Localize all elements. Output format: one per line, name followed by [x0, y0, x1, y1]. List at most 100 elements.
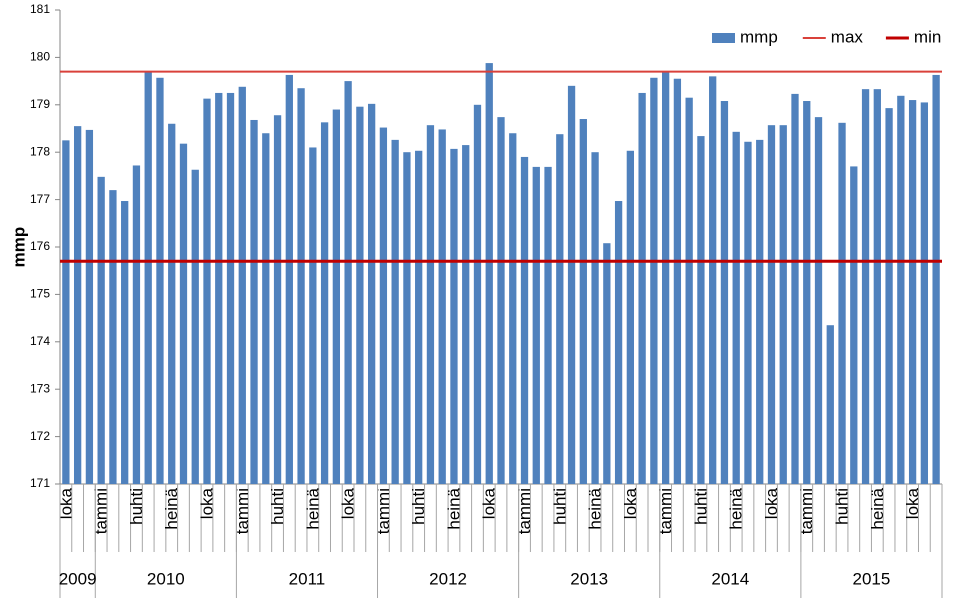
x-tick-label: heinä: [303, 487, 322, 529]
bar: [168, 123, 176, 484]
bar: [532, 166, 540, 485]
x-tick-label: loka: [621, 487, 640, 519]
y-tick-label: 175: [30, 287, 50, 301]
x-tick-label: huhti: [550, 488, 569, 525]
bar: [591, 152, 599, 484]
y-tick-label: 178: [30, 144, 50, 158]
bar: [697, 136, 705, 485]
bar: [897, 95, 905, 484]
x-tick-label: tammi: [656, 488, 675, 534]
y-tick-label: 171: [30, 476, 50, 490]
legend-label: min: [914, 27, 941, 46]
x-tick-label: loka: [762, 487, 781, 519]
legend-swatch: [712, 33, 735, 43]
y-tick-label: 177: [30, 192, 50, 206]
bar: [121, 201, 129, 484]
x-tick-label: loka: [480, 487, 499, 519]
legend-label: mmp: [740, 27, 778, 46]
y-tick-label: 181: [30, 2, 50, 16]
bar: [344, 81, 352, 484]
x-tick-label: tammi: [233, 488, 252, 534]
bar: [567, 85, 576, 484]
x-group-label: 2013: [570, 569, 608, 588]
bar: [767, 125, 776, 484]
x-tick-label: heinä: [162, 487, 181, 529]
x-group-label: 2012: [429, 569, 467, 588]
bar: [544, 166, 552, 485]
bar: [838, 122, 846, 484]
bar: [661, 71, 670, 485]
bar: [744, 141, 752, 484]
bar: [814, 117, 823, 485]
bar: [497, 117, 505, 485]
bar: [144, 71, 152, 485]
bar: [650, 77, 658, 485]
bar: [614, 201, 623, 484]
bar: [215, 92, 223, 484]
y-tick-label: 173: [30, 381, 50, 395]
bar: [226, 92, 235, 484]
x-tick-label: huhti: [833, 488, 852, 525]
bar: [285, 74, 293, 485]
x-tick-label: huhti: [127, 488, 146, 525]
x-tick-label: huhti: [691, 488, 710, 525]
x-group-label: 2015: [853, 569, 891, 588]
bar: [685, 97, 693, 484]
bar: [462, 145, 470, 484]
bar: [791, 93, 799, 484]
bar: [262, 133, 270, 485]
bar: [861, 89, 870, 485]
y-tick-label: 172: [30, 429, 50, 443]
bar: [579, 119, 587, 485]
bar: [391, 139, 399, 484]
bar: [450, 148, 458, 484]
x-tick-label: loka: [903, 487, 922, 519]
bar: [238, 86, 246, 485]
bar: [273, 115, 282, 484]
bar: [920, 102, 929, 485]
x-tick-label: huhti: [268, 488, 287, 525]
bar: [332, 109, 341, 484]
bar: [179, 143, 188, 484]
y-tick-label: 179: [30, 97, 50, 111]
bar: [132, 165, 141, 485]
bar: [509, 133, 517, 485]
bar: [756, 139, 764, 484]
bar: [250, 119, 258, 484]
x-tick-label: heinä: [444, 487, 463, 529]
bar: [62, 140, 70, 484]
bar: [732, 131, 740, 484]
bar: [415, 150, 423, 484]
x-tick-label: huhti: [409, 488, 428, 525]
bar: [403, 152, 411, 484]
bar: [320, 122, 329, 484]
x-tick-label: tammi: [797, 488, 816, 534]
bar: [203, 98, 211, 484]
bar: [826, 325, 834, 484]
bar: [520, 156, 529, 484]
bar: [156, 77, 164, 485]
bar: [109, 190, 117, 484]
x-tick-label: loka: [339, 487, 358, 519]
bar: [309, 147, 317, 484]
bar: [426, 125, 435, 484]
bar: [473, 104, 482, 485]
bar: [73, 126, 82, 484]
bar: [779, 125, 787, 484]
bar: [908, 100, 917, 484]
bar: [638, 92, 646, 484]
y-tick-label: 174: [30, 334, 50, 348]
x-tick-label: heinä: [586, 487, 605, 529]
bar: [379, 127, 388, 484]
x-tick-label: loka: [56, 487, 75, 519]
bar: [803, 101, 811, 485]
bar: [709, 76, 717, 485]
bar: [885, 108, 893, 485]
x-tick-label: heinä: [868, 487, 887, 529]
x-group-label: 2010: [147, 569, 185, 588]
bar: [873, 89, 881, 485]
x-tick-label: tammi: [374, 488, 393, 534]
bar: [556, 134, 564, 485]
bar: [603, 243, 611, 484]
